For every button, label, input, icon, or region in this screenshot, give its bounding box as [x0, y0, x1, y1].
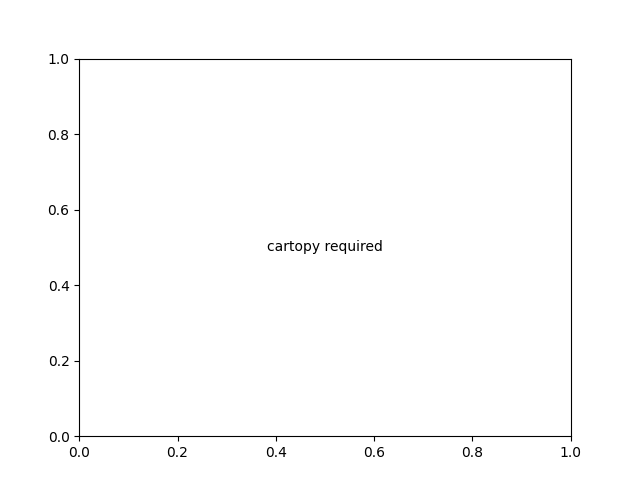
Text: cartopy required: cartopy required: [267, 241, 383, 254]
